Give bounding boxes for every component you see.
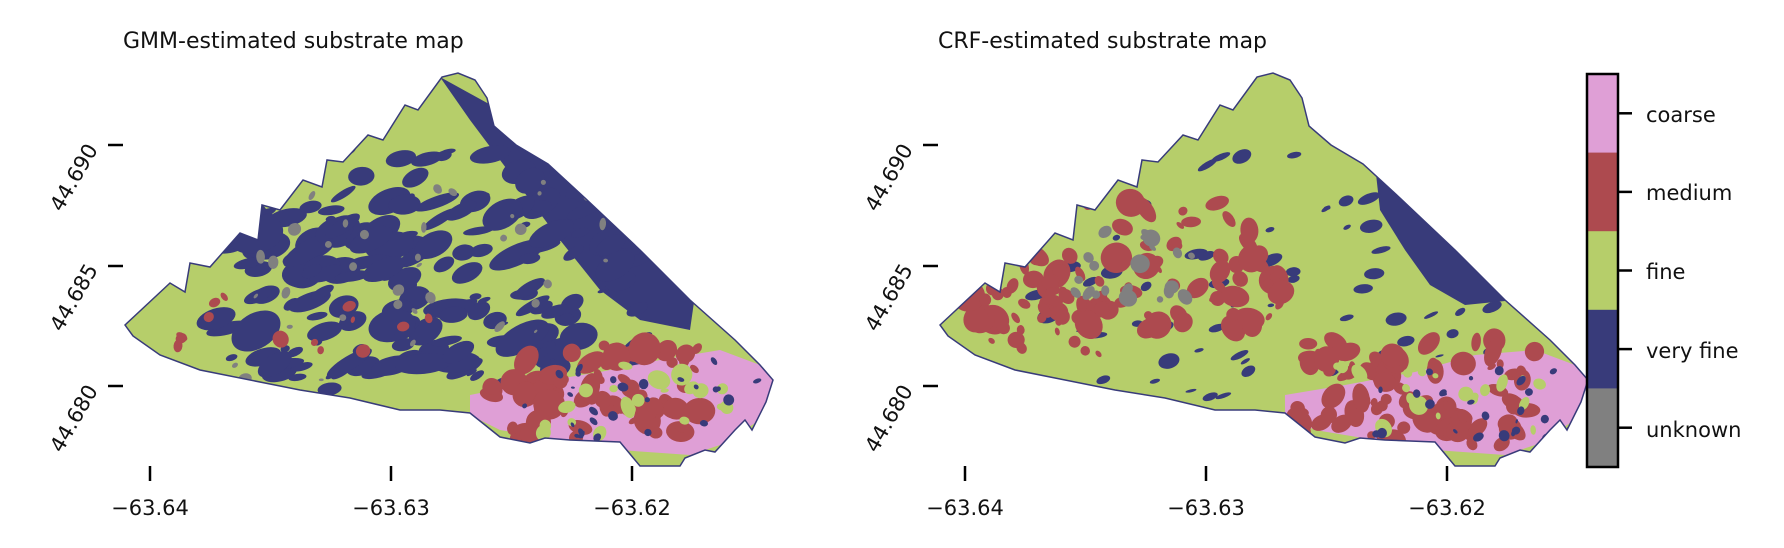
colorbar-legend: coarse medium fine very fine unknown: [1585, 72, 1741, 469]
y-tick-label: 44.685: [45, 260, 103, 336]
substrate-map-gmm[interactable]: [124, 72, 774, 467]
colorbar-label-very-fine: very fine: [1646, 339, 1739, 363]
y-tick-label: 44.680: [45, 381, 103, 457]
colorbar-label-unknown: unknown: [1646, 418, 1741, 442]
x-tick-label: −63.63: [1167, 496, 1245, 520]
map-panel-gmm: GMM-estimated substrate map −63.64 −63.6…: [45, 29, 774, 520]
map-title-gmm: GMM-estimated substrate map: [123, 29, 464, 54]
x-tick-label: −63.63: [352, 496, 430, 520]
y-tick-label: 44.680: [860, 381, 918, 457]
y-tick-label: 44.690: [860, 140, 918, 216]
map-panel-crf: CRF-estimated substrate map −63.64 −63.6…: [860, 29, 1589, 520]
x-tick-label: −63.64: [926, 496, 1004, 520]
colorbar-label-coarse: coarse: [1646, 103, 1716, 127]
colorbar-label-medium: medium: [1646, 181, 1732, 205]
colorbar-swatch-very-fine: [1587, 309, 1618, 389]
substrate-raster: [940, 73, 1588, 466]
colorbar-swatch-coarse: [1587, 74, 1618, 154]
region-outline: [124, 72, 774, 467]
x-tick-label: −63.62: [593, 496, 671, 520]
substrate-raster: [125, 73, 773, 466]
region-outline: [939, 72, 1589, 467]
x-tick-label: −63.64: [111, 496, 189, 520]
y-tick-label: 44.685: [860, 260, 918, 336]
colorbar-label-fine: fine: [1646, 260, 1685, 284]
substrate-map-crf[interactable]: [939, 72, 1589, 467]
x-tick-label: −63.62: [1408, 496, 1486, 520]
colorbar-swatch-fine: [1587, 231, 1618, 311]
map-title-crf: CRF-estimated substrate map: [938, 29, 1267, 54]
y-tick-label: 44.690: [45, 140, 103, 216]
colorbar-swatch-unknown: [1587, 388, 1618, 468]
colorbar-swatch-medium: [1587, 152, 1618, 232]
